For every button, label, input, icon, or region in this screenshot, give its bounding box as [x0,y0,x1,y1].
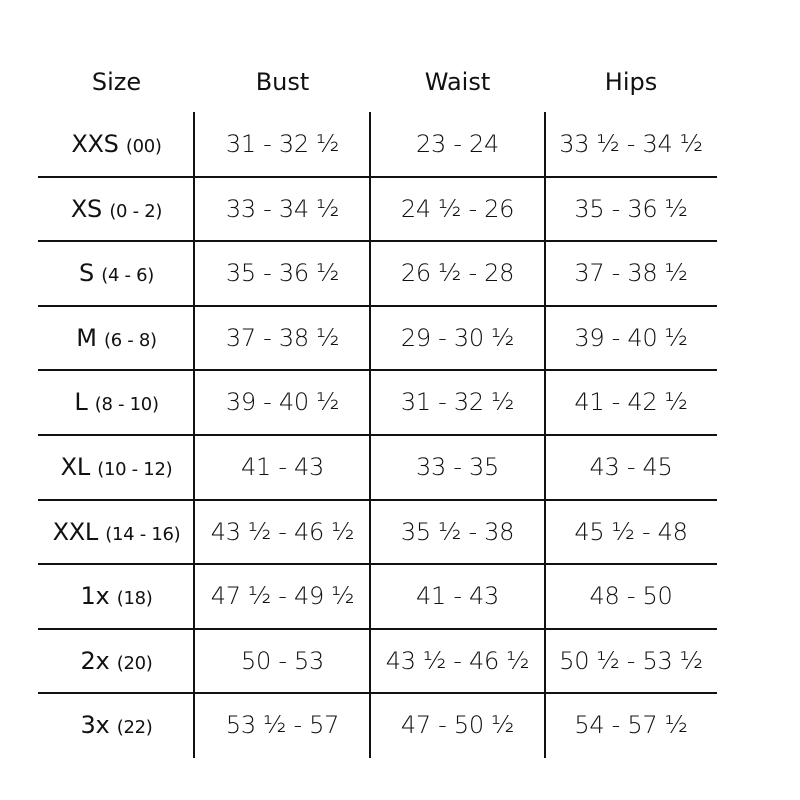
waist-cell: 26 ½ - 28 [400,259,515,288]
row-divider [38,627,717,630]
bust-cell: 39 - 40 ½ [225,388,340,417]
row-divider [38,434,717,436]
hips-cell: 48 - 50 [589,582,673,611]
size-range: (8 - 10) [94,394,159,416]
bust-cell: 43 ½ - 46 ½ [210,517,355,546]
size-cell: 2x (20) [38,629,195,694]
table-row: L (8 - 10) 39 - 40 ½ 31 - 32 ½ 41 - 42 ½ [38,370,717,435]
size-cell: XXL (14 - 16) [38,500,195,565]
size-label: 1x [80,582,110,611]
table-row: XS (0 - 2) 33 - 34 ½ 24 ½ - 26 35 - 36 ½ [38,177,717,242]
bust-cell: 37 - 38 ½ [225,323,340,352]
hips-cell: 41 - 42 ½ [574,388,688,417]
row-divider [38,304,717,307]
header-bust: Bust [255,68,310,96]
hips-cell: 33 ½ - 34 ½ [559,130,703,158]
size-label: S [78,259,94,288]
size-label: XS [70,194,102,223]
waist-cell: 24 ½ - 26 [400,194,515,223]
size-cell: XL (10 - 12) [38,435,195,500]
size-label: XXS [71,130,119,158]
size-range: (0 - 2) [109,200,163,222]
row-divider [38,369,717,372]
size-label: 2x [80,646,110,675]
waist-cell: 23 - 24 [416,130,499,158]
size-range: (6 - 8) [103,329,157,351]
size-cell: L (8 - 10) [38,370,195,435]
size-label: XL [60,453,91,481]
size-range: (4 - 6) [101,265,155,287]
row-divider [38,240,717,243]
waist-cell: 33 - 35 [416,453,499,481]
waist-cell: 43 ½ - 46 ½ [385,646,530,675]
row-divider [38,498,717,501]
size-label: L [74,388,88,417]
size-range: (00) [125,136,162,157]
hips-cell: 35 - 36 ½ [574,194,688,223]
hips-cell: 37 - 38 ½ [574,259,688,288]
table-row: 1x (18) 47 ½ - 49 ½ 41 - 43 48 - 50 [38,564,717,629]
bust-cell: 47 ½ - 49 ½ [210,582,355,611]
waist-cell: 41 - 43 [416,582,499,611]
hips-cell: 50 ½ - 53 ½ [559,646,703,675]
size-range: (14 - 16) [105,523,181,545]
bust-cell: 50 - 53 [241,646,324,675]
waist-cell: 47 - 50 ½ [400,711,515,740]
table-row: 2x (20) 50 - 53 43 ½ - 46 ½ 50 ½ - 53 ½ [38,629,717,694]
size-cell: XXS (00) [38,112,195,177]
hips-cell: 45 ½ - 48 [574,517,688,546]
bust-cell: 33 - 34 ½ [225,194,340,223]
table-row: XXL (14 - 16) 43 ½ - 46 ½ 35 ½ - 38 45 ½ - … [38,500,717,565]
table-row: XXS (00) 31 - 32 ½ 23 - 24 33 ½ - 34 ½ [38,112,717,177]
size-range: (20) [116,652,153,674]
table-row: XL (10 - 12) 41 - 43 33 - 35 43 - 45 [38,435,717,500]
size-range: (22) [116,717,153,739]
size-cell: 3x (22) [38,693,195,758]
size-cell: 1x (18) [38,564,195,629]
size-cell: M (6 - 8) [38,306,195,371]
bust-cell: 35 - 36 ½ [225,259,340,288]
header-hips: Hips [604,68,658,96]
bust-cell: 53 ½ - 57 [225,711,340,740]
row-divider [38,692,717,695]
hips-cell: 54 - 57 ½ [574,711,688,740]
table-row: M (6 - 8) 37 - 38 ½ 29 - 30 ½ 39 - 40 ½ [38,306,717,371]
size-cell: XS (0 - 2) [38,177,195,242]
size-label: XXL [52,517,99,546]
hips-cell: 43 - 45 [589,453,673,481]
bust-cell: 31 - 32 ½ [225,130,340,158]
size-label: M [76,323,97,352]
row-divider [38,563,717,566]
header-waist: Waist [424,68,491,96]
size-range: (10 - 12) [97,459,173,480]
waist-cell: 31 - 32 ½ [400,388,515,417]
hips-cell: 39 - 40 ½ [574,323,688,352]
size-label: 3x [80,711,110,740]
size-range: (18) [116,588,153,610]
header-size: Size [91,68,142,96]
row-divider [38,175,717,178]
size-cell: S (4 - 6) [38,241,195,306]
table-row: S (4 - 6) 35 - 36 ½ 26 ½ - 28 37 - 38 ½ [38,241,717,306]
waist-cell: 29 - 30 ½ [400,323,515,352]
bust-cell: 41 - 43 [241,453,324,481]
waist-cell: 35 ½ - 38 [400,517,515,546]
table-row: 3x (22) 53 ½ - 57 47 - 50 ½ 54 - 57 ½ [38,693,717,758]
